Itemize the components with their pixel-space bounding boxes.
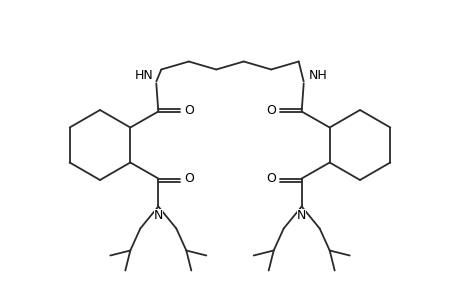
- Text: O: O: [184, 104, 194, 117]
- Text: O: O: [184, 172, 194, 185]
- Text: O: O: [265, 104, 275, 117]
- Text: O: O: [265, 172, 275, 185]
- Text: HN: HN: [134, 69, 153, 82]
- Text: N: N: [153, 209, 162, 222]
- Text: N: N: [297, 209, 306, 222]
- Text: NH: NH: [308, 69, 326, 82]
